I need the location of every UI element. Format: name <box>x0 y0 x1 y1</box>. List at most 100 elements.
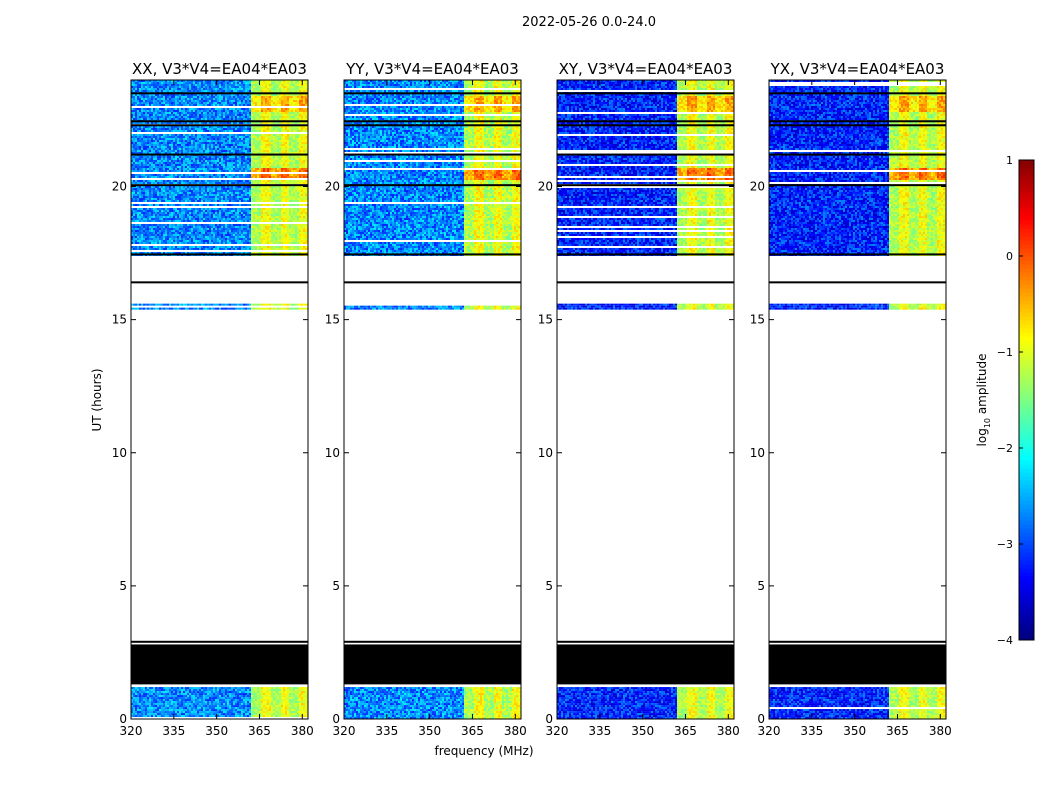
colorbar-segment <box>1019 284 1034 289</box>
colorbar-segment <box>1019 588 1034 593</box>
colorbar-segment <box>1019 340 1034 345</box>
colorbar-segment <box>1019 508 1034 513</box>
colorbar-segment <box>1019 552 1034 557</box>
colorbar-segment <box>1019 440 1034 445</box>
colorbar-segment <box>1019 424 1034 429</box>
colorbar-segment <box>1019 296 1034 301</box>
colorbar-segment <box>1019 504 1034 509</box>
colorbar-segment <box>1019 304 1034 309</box>
colorbar-segment <box>1019 636 1034 641</box>
colorbar-segment <box>1019 496 1034 501</box>
panel-title: YX, V3*V4=EA04*EA03 <box>770 60 945 78</box>
flag-line <box>344 663 521 666</box>
flag-line <box>344 153 521 156</box>
colorbar-segment <box>1019 260 1034 265</box>
flag-line <box>131 124 308 127</box>
y-tick-label: 20 <box>750 180 765 194</box>
colorbar-segment <box>1019 264 1034 269</box>
colorbar-segment <box>1019 612 1034 617</box>
panel-3: YX, V3*V4=EA04*EA03 320 335 350 365 380 0 5 10 15… <box>750 60 952 738</box>
colorbar-segment <box>1019 280 1034 285</box>
y-tick-label: 20 <box>325 180 340 194</box>
colorbar-segment <box>1019 308 1034 313</box>
colorbar-segment <box>1019 524 1034 529</box>
colorbar-segment <box>1019 556 1034 561</box>
y-tick-label: 20 <box>538 180 553 194</box>
colorbar-segment <box>1019 268 1034 273</box>
y-tick-label: 0 <box>332 712 340 726</box>
colorbar-segment <box>1019 536 1034 541</box>
flag-line <box>769 640 946 643</box>
colorbar-segment <box>1019 388 1034 393</box>
panel-frame <box>343 79 522 720</box>
colorbar-segment <box>1019 232 1034 237</box>
flag-line <box>131 663 308 666</box>
y-tick-label: 10 <box>538 446 553 460</box>
colorbar-tick-label: 1 <box>1006 154 1013 167</box>
colorbar-segment <box>1019 416 1034 421</box>
colorbar-segment <box>1019 532 1034 537</box>
y-axis-label: UT (hours) <box>90 368 104 431</box>
colorbar-tick-label: −2 <box>997 442 1013 455</box>
panel-frame <box>130 79 309 720</box>
panel-title: XY, V3*V4=EA04*EA03 <box>559 60 733 78</box>
colorbar-segment <box>1019 432 1034 437</box>
colorbar-segment <box>1019 252 1034 257</box>
colorbar-segment <box>1019 188 1034 193</box>
panel-image <box>131 80 308 718</box>
colorbar-segment <box>1019 320 1034 325</box>
flag-line <box>769 124 946 127</box>
colorbar-segment <box>1019 404 1034 409</box>
colorbar-segment <box>1019 480 1034 485</box>
colorbar-segment <box>1019 344 1034 349</box>
x-tick-label: 380 <box>504 724 527 738</box>
colorbar-segment <box>1019 540 1034 545</box>
x-tick-label: 350 <box>205 724 228 738</box>
flag-line <box>769 92 946 95</box>
flag-line <box>769 281 946 284</box>
colorbar-segment <box>1019 244 1034 249</box>
colorbar-segment <box>1019 604 1034 609</box>
flag-line <box>344 184 521 187</box>
colorbar-segment <box>1019 568 1034 573</box>
colorbar-segment <box>1019 312 1034 317</box>
flag-line <box>131 120 308 123</box>
colorbar-segment <box>1019 216 1034 221</box>
colorbar-segment <box>1019 472 1034 477</box>
colorbar-segment <box>1019 192 1034 197</box>
colorbar-segment <box>1019 624 1034 629</box>
flag-line <box>769 184 946 187</box>
flag-line <box>344 281 521 284</box>
y-tick-label: 15 <box>750 313 765 327</box>
x-tick-label: 365 <box>461 724 484 738</box>
y-tick-label: 15 <box>325 313 340 327</box>
y-tick-label: 10 <box>112 446 127 460</box>
panels: XX, V3*V4=EA04*EA03 320 335 350 365 380 0 5 10 15… <box>112 60 952 738</box>
colorbar-segment <box>1019 240 1034 245</box>
colorbar-segment <box>1019 288 1034 293</box>
flag-line <box>557 184 734 187</box>
flag-line <box>769 120 946 123</box>
colorbar-tick-label: −1 <box>997 346 1013 359</box>
colorbar-segment <box>1019 500 1034 505</box>
colorbar-segment <box>1019 628 1034 633</box>
colorbar-segment <box>1019 468 1034 473</box>
flag-line <box>344 124 521 127</box>
x-tick-label: 335 <box>588 724 611 738</box>
x-axis-label: frequency (MHz) <box>434 744 533 758</box>
colorbar-segment <box>1019 460 1034 465</box>
panel-image <box>344 80 521 719</box>
y-tick-label: 5 <box>332 579 340 593</box>
colorbar-segment <box>1019 548 1034 553</box>
colorbar-segment <box>1019 620 1034 625</box>
colorbar-segment <box>1019 584 1034 589</box>
x-tick-label: 320 <box>120 724 143 738</box>
colorbar-segment <box>1019 184 1034 189</box>
colorbar-segment <box>1019 200 1034 205</box>
colorbar-segment <box>1019 520 1034 525</box>
colorbar-segment <box>1019 356 1034 361</box>
flag-line <box>557 663 734 666</box>
x-tick-label: 380 <box>929 724 952 738</box>
flag-line <box>557 120 734 123</box>
